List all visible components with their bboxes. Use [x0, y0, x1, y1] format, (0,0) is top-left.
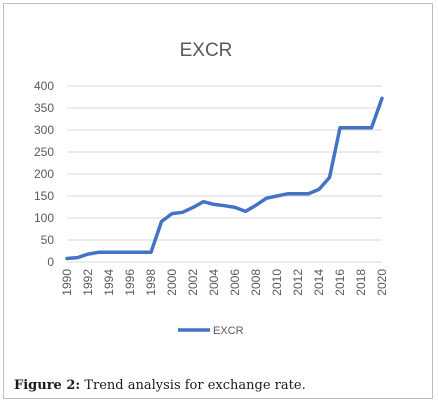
y-tick-label: 400 [34, 79, 54, 93]
x-tick-label: 2006 [228, 269, 242, 296]
y-tick-label: 300 [34, 123, 54, 137]
caption-label: Figure 2: [14, 378, 81, 393]
x-tick-label: 2016 [333, 269, 347, 296]
y-tick-label: 100 [34, 211, 54, 225]
y-tick-label: 0 [47, 255, 54, 269]
x-tick-label: 2018 [354, 269, 368, 296]
x-axis-tick-labels: 1990 1992 1994 1996 1998 2000 2002 2004 2006 2008… [60, 269, 389, 296]
x-tick-label: 2012 [291, 269, 305, 296]
series-layer [65, 96, 384, 261]
y-tick-label: 50 [41, 233, 55, 247]
x-tick-label: 1996 [123, 269, 137, 296]
x-tick-label: 1992 [81, 269, 95, 296]
y-tick-label: 150 [34, 189, 54, 203]
y-tick-label: 350 [34, 101, 54, 115]
y-tick-label: 250 [34, 145, 54, 159]
legend-label-excr: EXCR [213, 325, 244, 337]
x-tick-label: 1994 [102, 269, 116, 296]
x-tick-label: 1990 [60, 269, 74, 296]
chart-title: EXCR [180, 40, 233, 61]
x-tick-label: 2002 [186, 269, 200, 296]
x-tick-label: 2004 [207, 269, 221, 296]
legend: EXCR [178, 325, 244, 337]
figure-frame: EXCR 0 50 100 150 200 250 300 350 400 1990 1992 19… [3, 3, 433, 399]
x-tick-label: 1998 [144, 269, 158, 296]
x-tick-label: 2008 [249, 269, 263, 296]
gridlines [67, 85, 382, 263]
x-tick-label: 2000 [165, 269, 179, 296]
x-tick-label: 2010 [270, 269, 284, 296]
x-tick-label: 2020 [375, 269, 389, 296]
series-line-excr [65, 96, 384, 261]
x-tick-label: 2014 [312, 269, 326, 296]
figure-caption: Figure 2: Trend analysis for exchange ra… [14, 378, 306, 393]
caption-text: Trend analysis for exchange rate. [80, 378, 306, 393]
y-tick-label: 200 [34, 167, 54, 181]
y-axis-tick-labels: 0 50 100 150 200 250 300 350 400 [34, 79, 54, 269]
